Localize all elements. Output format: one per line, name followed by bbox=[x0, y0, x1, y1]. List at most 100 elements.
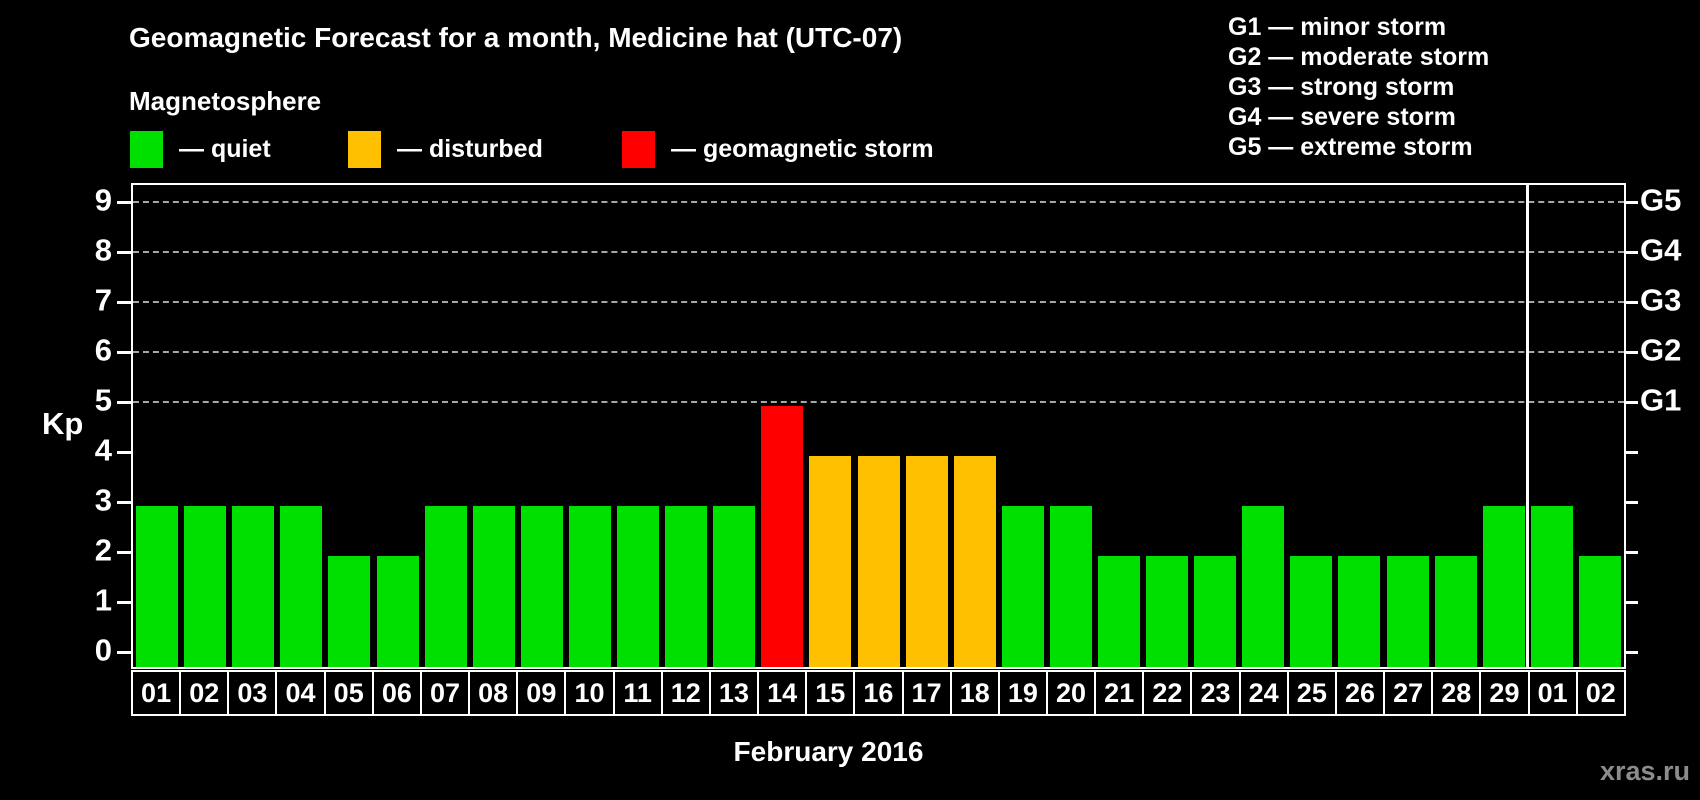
bar-day-25 bbox=[1290, 556, 1333, 667]
bar-day-18 bbox=[953, 456, 996, 667]
bar-day-19 bbox=[1001, 506, 1044, 667]
bar-day-04 bbox=[280, 506, 323, 667]
bar-day-02 bbox=[1578, 556, 1621, 667]
gridline-kp-8 bbox=[133, 251, 1624, 253]
y-axis-tick-right bbox=[1624, 601, 1638, 604]
y-axis-tick bbox=[117, 601, 131, 604]
bar-day-08 bbox=[472, 506, 515, 667]
g-scale-label-g1: G1 bbox=[1640, 382, 1682, 418]
x-tick-cell-day-13: 13 bbox=[708, 670, 760, 716]
bar-day-16 bbox=[857, 456, 900, 667]
x-tick-cell-day-08: 08 bbox=[468, 670, 519, 716]
legend-item-quiet: — quiet bbox=[130, 131, 271, 168]
x-tick-cell-day-12: 12 bbox=[660, 670, 711, 716]
bar-day-03 bbox=[232, 506, 275, 667]
y-axis-tick-right bbox=[1624, 251, 1638, 254]
y-tick-label: 8 bbox=[94, 232, 112, 268]
y-axis-tick-right bbox=[1624, 451, 1638, 454]
bar-day-20 bbox=[1049, 506, 1092, 667]
x-tick-cell-day-02: 02 bbox=[1575, 670, 1626, 716]
month-separator-line bbox=[1526, 185, 1530, 667]
storm-swatch-icon bbox=[622, 131, 655, 168]
x-tick-cell-day-28: 28 bbox=[1431, 670, 1482, 716]
bar-day-09 bbox=[520, 506, 563, 667]
x-tick-cell-day-14: 14 bbox=[757, 670, 808, 716]
bar-day-06 bbox=[376, 556, 419, 667]
y-axis-tick bbox=[117, 501, 131, 504]
x-tick-cell-day-16: 16 bbox=[853, 670, 904, 716]
chart-title: Geomagnetic Forecast for a month, Medici… bbox=[129, 22, 903, 53]
x-tick-cell-day-01: 01 bbox=[131, 670, 182, 716]
x-tick-cell-day-15: 15 bbox=[805, 670, 856, 716]
g-scale-label-g4: G4 bbox=[1640, 232, 1682, 268]
y-axis-tick-right bbox=[1624, 201, 1638, 204]
bar-day-29 bbox=[1482, 506, 1525, 667]
legend-item-label: — geomagnetic storm bbox=[671, 135, 934, 163]
bar-day-05 bbox=[328, 556, 371, 667]
y-axis-tick-right bbox=[1624, 651, 1638, 654]
x-tick-cell-day-20: 20 bbox=[1045, 670, 1097, 716]
x-tick-cell-day-25: 25 bbox=[1286, 670, 1337, 716]
bar-day-15 bbox=[809, 456, 852, 667]
y-tick-label: 3 bbox=[94, 482, 112, 518]
y-axis-tick bbox=[117, 351, 131, 354]
legend-item-label: — quiet bbox=[179, 135, 271, 163]
bar-day-22 bbox=[1146, 556, 1189, 667]
legend-item-label: — disturbed bbox=[397, 135, 543, 163]
y-axis-tick-right bbox=[1624, 501, 1638, 504]
x-tick-cell-day-04: 04 bbox=[275, 670, 326, 716]
y-axis-label-kp: Kp bbox=[42, 406, 84, 441]
legend-heading: Magnetosphere bbox=[129, 86, 322, 116]
y-axis-tick-right bbox=[1624, 351, 1638, 354]
y-axis-tick-right bbox=[1624, 551, 1638, 554]
x-tick-cell-day-27: 27 bbox=[1383, 670, 1434, 716]
bar-day-12 bbox=[665, 506, 708, 667]
x-tick-cell-day-26: 26 bbox=[1334, 670, 1386, 716]
y-tick-label: 7 bbox=[94, 282, 112, 318]
x-tick-cell-day-01: 01 bbox=[1527, 670, 1578, 716]
g-scale-label-g2: G2 bbox=[1640, 332, 1682, 368]
x-tick-cell-day-19: 19 bbox=[997, 670, 1048, 716]
x-tick-cell-day-23: 23 bbox=[1190, 670, 1241, 716]
disturbed-swatch-icon bbox=[348, 131, 381, 168]
plot-area bbox=[131, 183, 1626, 669]
quiet-swatch-icon bbox=[130, 131, 163, 168]
y-axis-tick bbox=[117, 401, 131, 404]
y-tick-label: 1 bbox=[94, 582, 112, 618]
x-tick-cell-day-06: 06 bbox=[371, 670, 422, 716]
gscale-legend-item-g2: G2 — moderate storm bbox=[1228, 43, 1490, 71]
y-axis-tick bbox=[117, 651, 131, 654]
y-axis-tick-right bbox=[1624, 301, 1638, 304]
y-axis-tick bbox=[117, 201, 131, 204]
bar-day-24 bbox=[1242, 506, 1285, 667]
y-axis-tick bbox=[117, 551, 131, 554]
gridline-kp-9 bbox=[133, 201, 1624, 203]
gridline-kp-5 bbox=[133, 401, 1624, 403]
gscale-legend-item-g1: G1 — minor storm bbox=[1228, 13, 1447, 41]
watermark-xras: xras.ru bbox=[1599, 756, 1690, 786]
bar-day-10 bbox=[568, 506, 611, 667]
gscale-legend-item-g5: G5 — extreme storm bbox=[1228, 133, 1473, 161]
y-axis-tick-right bbox=[1624, 401, 1638, 404]
bar-day-11 bbox=[617, 506, 660, 667]
gscale-legend-item-g3: G3 — strong storm bbox=[1228, 73, 1455, 101]
legend-item-disturbed: — disturbed bbox=[348, 131, 543, 168]
bar-day-01 bbox=[1530, 506, 1573, 667]
y-axis-tick bbox=[117, 251, 131, 254]
x-tick-cell-day-17: 17 bbox=[901, 670, 952, 716]
g-scale-label-g5: G5 bbox=[1640, 182, 1682, 218]
bar-day-27 bbox=[1386, 556, 1429, 667]
x-tick-cell-day-18: 18 bbox=[949, 670, 1000, 716]
gscale-legend-item-g4: G4 — severe storm bbox=[1228, 103, 1456, 131]
bar-day-14 bbox=[761, 406, 804, 667]
x-tick-cell-day-05: 05 bbox=[323, 670, 374, 716]
bar-day-07 bbox=[424, 506, 467, 667]
g-scale-label-g3: G3 bbox=[1640, 282, 1682, 318]
bar-day-02 bbox=[184, 506, 227, 667]
x-axis-day-row: 01 02 03 04 05 06 07 08 09 10 11 12 13 14 15 16 17 18 19 20… bbox=[131, 670, 1626, 716]
y-tick-label: 0 bbox=[94, 632, 112, 668]
bar-day-28 bbox=[1434, 556, 1477, 667]
x-axis-label-month: February 2016 bbox=[733, 736, 924, 767]
x-tick-cell-day-09: 09 bbox=[516, 670, 567, 716]
